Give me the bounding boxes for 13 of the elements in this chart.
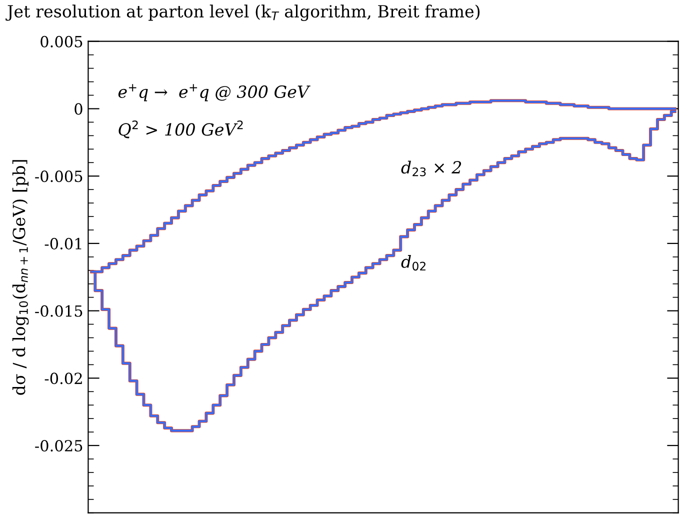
annotation: d$_{23}$ × 2: [401, 160, 462, 176]
y-tick-label: -0.025: [35, 440, 82, 452]
y-tick-label: 0: [74, 103, 82, 115]
y-tick-label: -0.02: [44, 372, 82, 384]
y-tick-label: 0.005: [40, 36, 82, 48]
annotation: Q$^{2}$ > 100 GeV$^{2}$: [118, 120, 243, 138]
annotation: e$^{+}$q → e$^{+}$q @ 300 GeV: [118, 84, 310, 102]
annotation: d$_{02}$: [401, 255, 426, 271]
y-tick-label: -0.015: [35, 305, 82, 317]
y-axis-title: dσ / d log$_{10}$(d$_{nn+1}$/GeV) [pb]: [12, 160, 29, 395]
y-tick-label: -0.01: [44, 238, 82, 250]
chart-title: Jet resolution at parton level (k$_{T}$ algorithm, Breit frame): [6, 4, 480, 22]
y-tick-label: -0.005: [35, 170, 82, 182]
